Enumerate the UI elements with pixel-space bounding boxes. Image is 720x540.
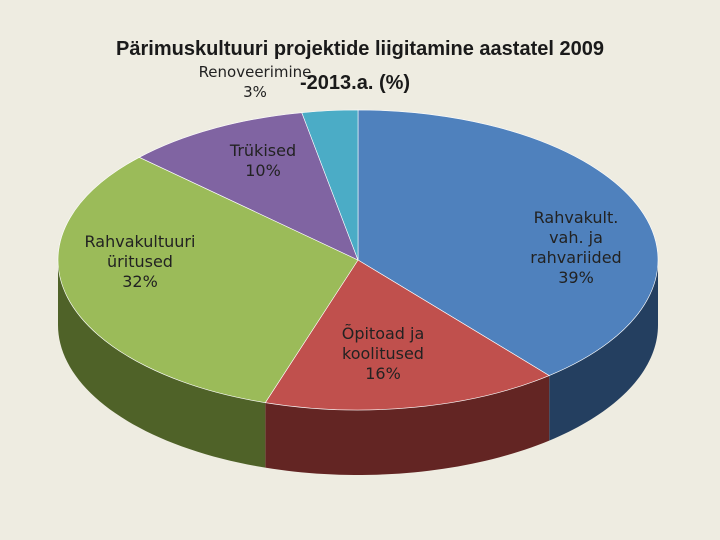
slice-trukised bbox=[138, 112, 359, 261]
slice-label-rahvakultuuri: Rahvakultuuri üritused 32% bbox=[84, 232, 196, 291]
slice-label-rahvakult: Rahvakult. vah. ja rahvariided 39% bbox=[530, 208, 622, 287]
slice-label-renoveerimine: Renoveerimine 3% bbox=[198, 63, 312, 101]
slice-label-opitoad: Õpitoad ja koolitused 16% bbox=[341, 324, 425, 383]
slice-rahvakult bbox=[357, 109, 659, 376]
slice-side-opitoad bbox=[265, 375, 550, 475]
chart-title-line2: -2013.a. (%) bbox=[300, 72, 411, 94]
slice-rahvakultuuri bbox=[57, 156, 359, 403]
chart-title: Pärimuskultuuri projektide liigitamine a… bbox=[116, 38, 604, 60]
slice-label-trukised: Trükised 10% bbox=[229, 141, 297, 180]
slice-renoveerimine bbox=[301, 109, 359, 261]
slice-side-rahvakult bbox=[549, 260, 658, 441]
slice-side-rahvakultuuri bbox=[58, 260, 266, 468]
slice-opitoad bbox=[264, 259, 550, 411]
